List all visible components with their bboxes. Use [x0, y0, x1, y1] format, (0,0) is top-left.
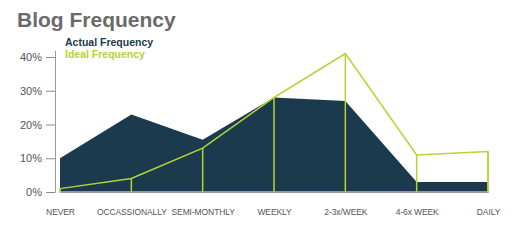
tick: NEVER [46, 207, 75, 217]
legend-entry: Actual Frequency [65, 36, 153, 48]
legend: Actual FrequencyIdeal Frequency [65, 36, 153, 60]
tick: OCCASSIONALLY [97, 207, 167, 217]
tick-label: 10% [20, 152, 42, 164]
tick-mark [46, 125, 55, 126]
tick-label: NEVER [46, 207, 75, 217]
tick: 0% [26, 186, 55, 198]
tick-label: DAILY [477, 207, 501, 217]
tick-label: 20% [20, 119, 42, 131]
drop-line [131, 179, 133, 193]
plot-area [60, 54, 488, 192]
area [60, 98, 488, 193]
tick: 4-6x WEEK [396, 207, 439, 217]
y-axis: 0% 10% 20% 30% 40% [20, 51, 56, 198]
tick: DAILY [477, 207, 501, 217]
tick-label: 2-3x/WEEK [324, 207, 367, 217]
tick: 2-3x/WEEK [324, 207, 367, 217]
drop-line [202, 148, 204, 192]
line [60, 54, 488, 192]
tick: WEEKLY [257, 207, 292, 217]
tick: 40% [20, 51, 55, 63]
legend-entry: Ideal Frequency [65, 48, 145, 60]
axis-line [61, 192, 489, 193]
x-axis: NEVER OCCASSIONALLY SEMI-MONTHLY WEEKLY 2-3x… [46, 193, 501, 218]
drop-line [416, 155, 418, 192]
tick: 10% [20, 152, 55, 164]
tick-mark [46, 158, 55, 159]
drop-line [345, 54, 347, 192]
axis-line [55, 51, 56, 193]
tick: 30% [20, 85, 55, 97]
tick-mark [46, 192, 55, 193]
tick-label: SEMI-MONTHLY [171, 207, 235, 217]
tick-label: 0% [26, 186, 42, 198]
series-line [60, 54, 488, 192]
tick-label: WEEKLY [257, 207, 292, 217]
tick-mark [46, 91, 55, 92]
tick-label: 4-6x WEEK [396, 207, 439, 217]
tick-label: 40% [20, 51, 42, 63]
chart: Blog Frequency 0% 10% 20% 30% 40% NEVER OCCASSI… [0, 0, 514, 228]
tick-mark [46, 57, 55, 58]
tick-label: OCCASSIONALLY [97, 207, 167, 217]
tick-label: 30% [20, 85, 42, 97]
title: Blog Frequency [17, 8, 176, 31]
tick: SEMI-MONTHLY [171, 207, 235, 217]
drop-line [273, 98, 275, 193]
tick: 20% [20, 119, 55, 131]
